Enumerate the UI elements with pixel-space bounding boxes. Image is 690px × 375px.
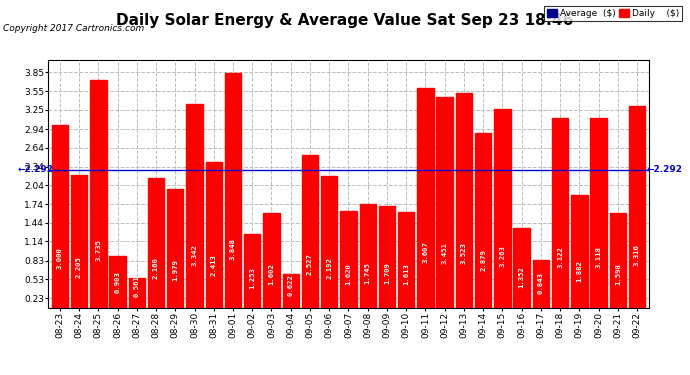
Text: 3.342: 3.342 [192, 244, 197, 266]
Text: ←2.292: ←2.292 [647, 165, 682, 174]
Text: 3.735: 3.735 [95, 239, 101, 261]
Text: 0.561: 0.561 [134, 275, 140, 297]
Bar [264, 213, 279, 312]
Bar [206, 162, 222, 312]
Bar [90, 80, 106, 312]
Bar [71, 175, 87, 312]
Bar [437, 98, 453, 312]
Bar [455, 93, 472, 312]
Text: ←2.292: ←2.292 [18, 165, 54, 174]
Bar [494, 109, 511, 312]
Text: 1.882: 1.882 [576, 260, 582, 282]
Text: 3.118: 3.118 [595, 246, 602, 268]
Text: 0.622: 0.622 [288, 274, 294, 296]
Bar [591, 118, 607, 312]
Bar [417, 88, 433, 312]
Bar [52, 126, 68, 312]
Bar [513, 228, 530, 312]
Text: 3.607: 3.607 [422, 241, 428, 262]
Text: 1.598: 1.598 [615, 263, 621, 285]
Bar [398, 212, 415, 312]
Bar [379, 206, 395, 312]
Text: 2.879: 2.879 [480, 249, 486, 271]
Bar [475, 133, 491, 312]
Text: 2.192: 2.192 [326, 256, 332, 279]
Text: 1.620: 1.620 [346, 263, 351, 285]
Bar [225, 73, 241, 312]
Bar [321, 176, 337, 312]
Text: 3.263: 3.263 [500, 244, 505, 267]
Text: Daily Solar Energy & Average Value Sat Sep 23 18:46: Daily Solar Energy & Average Value Sat S… [117, 13, 573, 28]
Bar [340, 211, 357, 312]
Text: 3.848: 3.848 [230, 238, 236, 260]
Text: 1.709: 1.709 [384, 262, 390, 284]
Legend: Average  ($), Daily    ($): Average ($), Daily ($) [544, 6, 682, 21]
Text: 2.527: 2.527 [307, 253, 313, 275]
Text: 0.843: 0.843 [538, 272, 544, 294]
Text: 2.205: 2.205 [76, 256, 82, 278]
Text: 3.000: 3.000 [57, 248, 63, 270]
Bar [533, 260, 549, 312]
Bar [148, 178, 164, 312]
Text: 3.122: 3.122 [557, 246, 563, 268]
Bar [282, 274, 299, 312]
Text: 1.602: 1.602 [268, 263, 275, 285]
Bar [359, 204, 376, 312]
Bar [552, 118, 569, 312]
Bar [110, 256, 126, 312]
Bar [167, 189, 184, 312]
Bar [186, 104, 203, 312]
Bar [244, 234, 260, 312]
Text: 1.253: 1.253 [249, 267, 255, 289]
Bar [128, 278, 145, 312]
Text: 2.160: 2.160 [153, 257, 159, 279]
Text: 1.613: 1.613 [403, 263, 409, 285]
Text: 1.979: 1.979 [172, 259, 178, 281]
Text: 1.745: 1.745 [365, 262, 371, 284]
Bar [610, 213, 626, 312]
Text: 3.523: 3.523 [461, 242, 467, 264]
Bar [571, 195, 587, 312]
Text: 0.903: 0.903 [115, 271, 121, 293]
Text: 2.413: 2.413 [210, 254, 217, 276]
Text: 1.352: 1.352 [519, 266, 524, 288]
Bar [629, 106, 645, 312]
Bar [302, 155, 318, 312]
Text: 3.316: 3.316 [634, 244, 640, 266]
Text: 3.451: 3.451 [442, 243, 448, 264]
Text: Copyright 2017 Cartronics.com: Copyright 2017 Cartronics.com [3, 24, 145, 33]
